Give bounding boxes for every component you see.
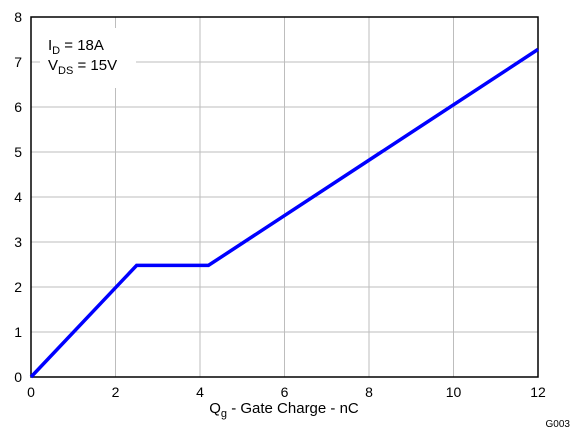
y-tick-label: 5: [14, 144, 22, 160]
annotation-current-main: I: [48, 37, 52, 54]
annotation-current: ID = 18A: [48, 37, 104, 57]
annotation-current-rest: = 18A: [60, 37, 104, 54]
figure-id: G003: [546, 419, 571, 430]
y-tick-label: 3: [14, 234, 22, 250]
x-tick-label: 4: [196, 384, 204, 400]
annotation-voltage-rest: = 15V: [73, 57, 117, 74]
x-axis-label-rest: - Gate Charge - nC: [227, 400, 359, 417]
x-tick-label: 2: [112, 384, 120, 400]
series-line-0: [29, 47, 539, 379]
annotation-box: ID = 18A VDS = 15V: [40, 28, 136, 88]
y-tick-label: 4: [14, 189, 22, 205]
x-tick-label: 6: [281, 384, 289, 400]
y-tick-label: 0: [14, 369, 22, 385]
y-axis-tick-labels: 0 1 2 3 4 5 6 7 8: [14, 9, 22, 385]
y-tick-label: 1: [14, 324, 22, 340]
x-axis-label: Qg - Gate Charge - nC: [209, 400, 359, 420]
annotation-voltage-main: V: [48, 57, 58, 74]
x-tick-label: 12: [530, 384, 546, 400]
y-tick-label: 6: [14, 99, 22, 115]
x-axis-label-sub: g: [221, 408, 227, 420]
y-tick-label: 2: [14, 279, 22, 295]
plot-area-frame: [30, 16, 539, 378]
x-axis-tick-labels: 0 2 4 6 8 10 12: [27, 384, 546, 400]
x-axis-label-main: Q: [209, 400, 221, 417]
x-tick-label: 0: [27, 384, 35, 400]
y-tick-label: 8: [14, 9, 22, 25]
series-layer: [29, 47, 539, 379]
y-tick-label: 7: [14, 54, 22, 70]
annotation-voltage-sub: DS: [58, 65, 73, 77]
x-tick-label: 10: [446, 384, 462, 400]
annotation-voltage: VDS = 15V: [48, 57, 117, 77]
x-tick-label: 8: [365, 384, 373, 400]
annotation-background: [40, 28, 136, 88]
annotation-current-sub: D: [52, 45, 60, 57]
